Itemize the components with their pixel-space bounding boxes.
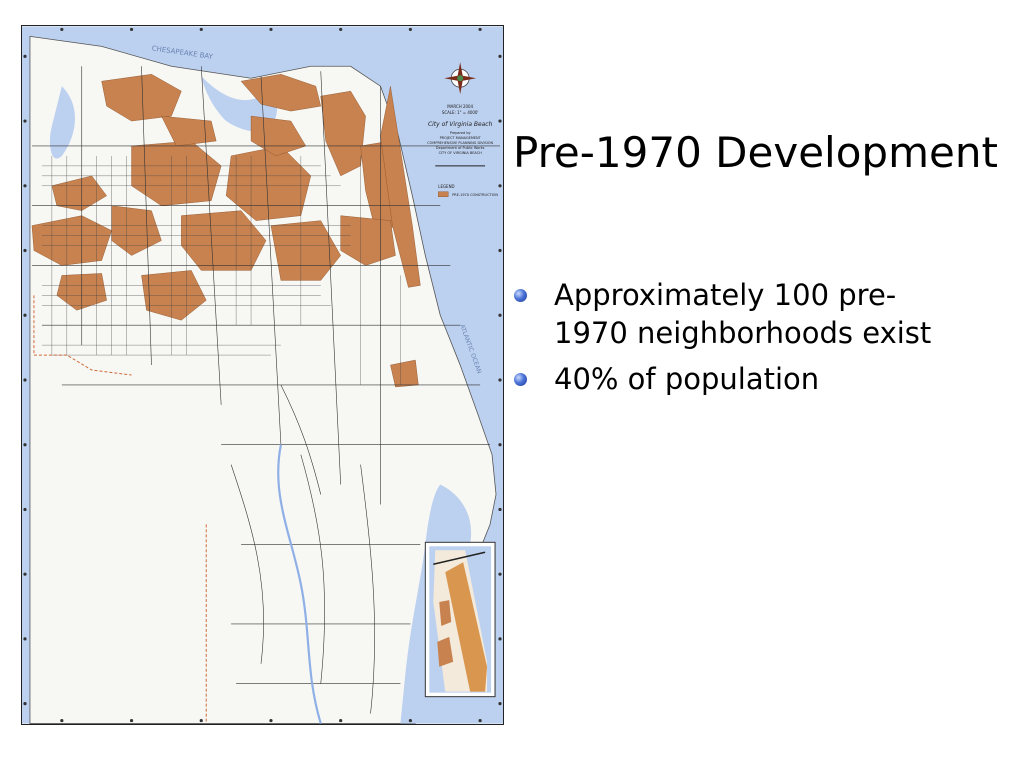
svg-text:City of Virginia Beach: City of Virginia Beach — [428, 121, 493, 128]
bullet-text: 40% of population — [554, 362, 820, 396]
bullet-list: Approximately 100 pre-1970 neighborhoods… — [514, 276, 944, 406]
svg-text:PRE-1970 CONSTRUCTION: PRE-1970 CONSTRUCTION — [452, 193, 498, 197]
svg-text:LEGEND: LEGEND — [438, 184, 454, 189]
inset-map — [424, 541, 496, 698]
map-title-block: MARCH 2004 SCALE: 1" = 4000' City of Vir… — [427, 104, 494, 167]
inlet-water-2 — [49, 86, 75, 159]
compass-rose-icon — [444, 62, 477, 95]
svg-text:MARCH 2004: MARCH 2004 — [447, 104, 473, 109]
map-legend: LEGEND PRE-1970 CONSTRUCTION — [438, 184, 498, 197]
svg-text:COMPREHENSIVE PLANNING DIVISIO: COMPREHENSIVE PLANNING DIVISION — [427, 141, 493, 145]
road-network — [31, 66, 501, 714]
bullet-icon — [514, 289, 527, 302]
svg-text:CITY OF VIRGINIA BEACH: CITY OF VIRGINIA BEACH — [439, 151, 483, 155]
bullet-icon — [514, 373, 527, 386]
svg-text:Department of Public Works: Department of Public Works — [436, 146, 485, 150]
map-svg: CHESAPEAKE BAY ATLANTIC OCEAN MARCH 2004… — [22, 26, 503, 724]
bullet-item: 40% of population — [514, 360, 944, 398]
frame-tick-marks — [23, 27, 502, 723]
svg-text:SCALE: 1" = 4000': SCALE: 1" = 4000' — [442, 110, 479, 115]
slide-title: Pre-1970 Development — [513, 128, 998, 177]
bullet-text: Approximately 100 pre-1970 neighborhoods… — [554, 278, 932, 350]
svg-text:Prepared by: Prepared by — [450, 131, 471, 135]
bullet-item: Approximately 100 pre-1970 neighborhoods… — [514, 276, 944, 352]
city-map-figure: CHESAPEAKE BAY ATLANTIC OCEAN MARCH 2004… — [21, 25, 504, 725]
creek — [277, 444, 322, 724]
urban-texture — [41, 155, 401, 385]
svg-text:PROJECT MANAGEMENT: PROJECT MANAGEMENT — [440, 136, 482, 140]
